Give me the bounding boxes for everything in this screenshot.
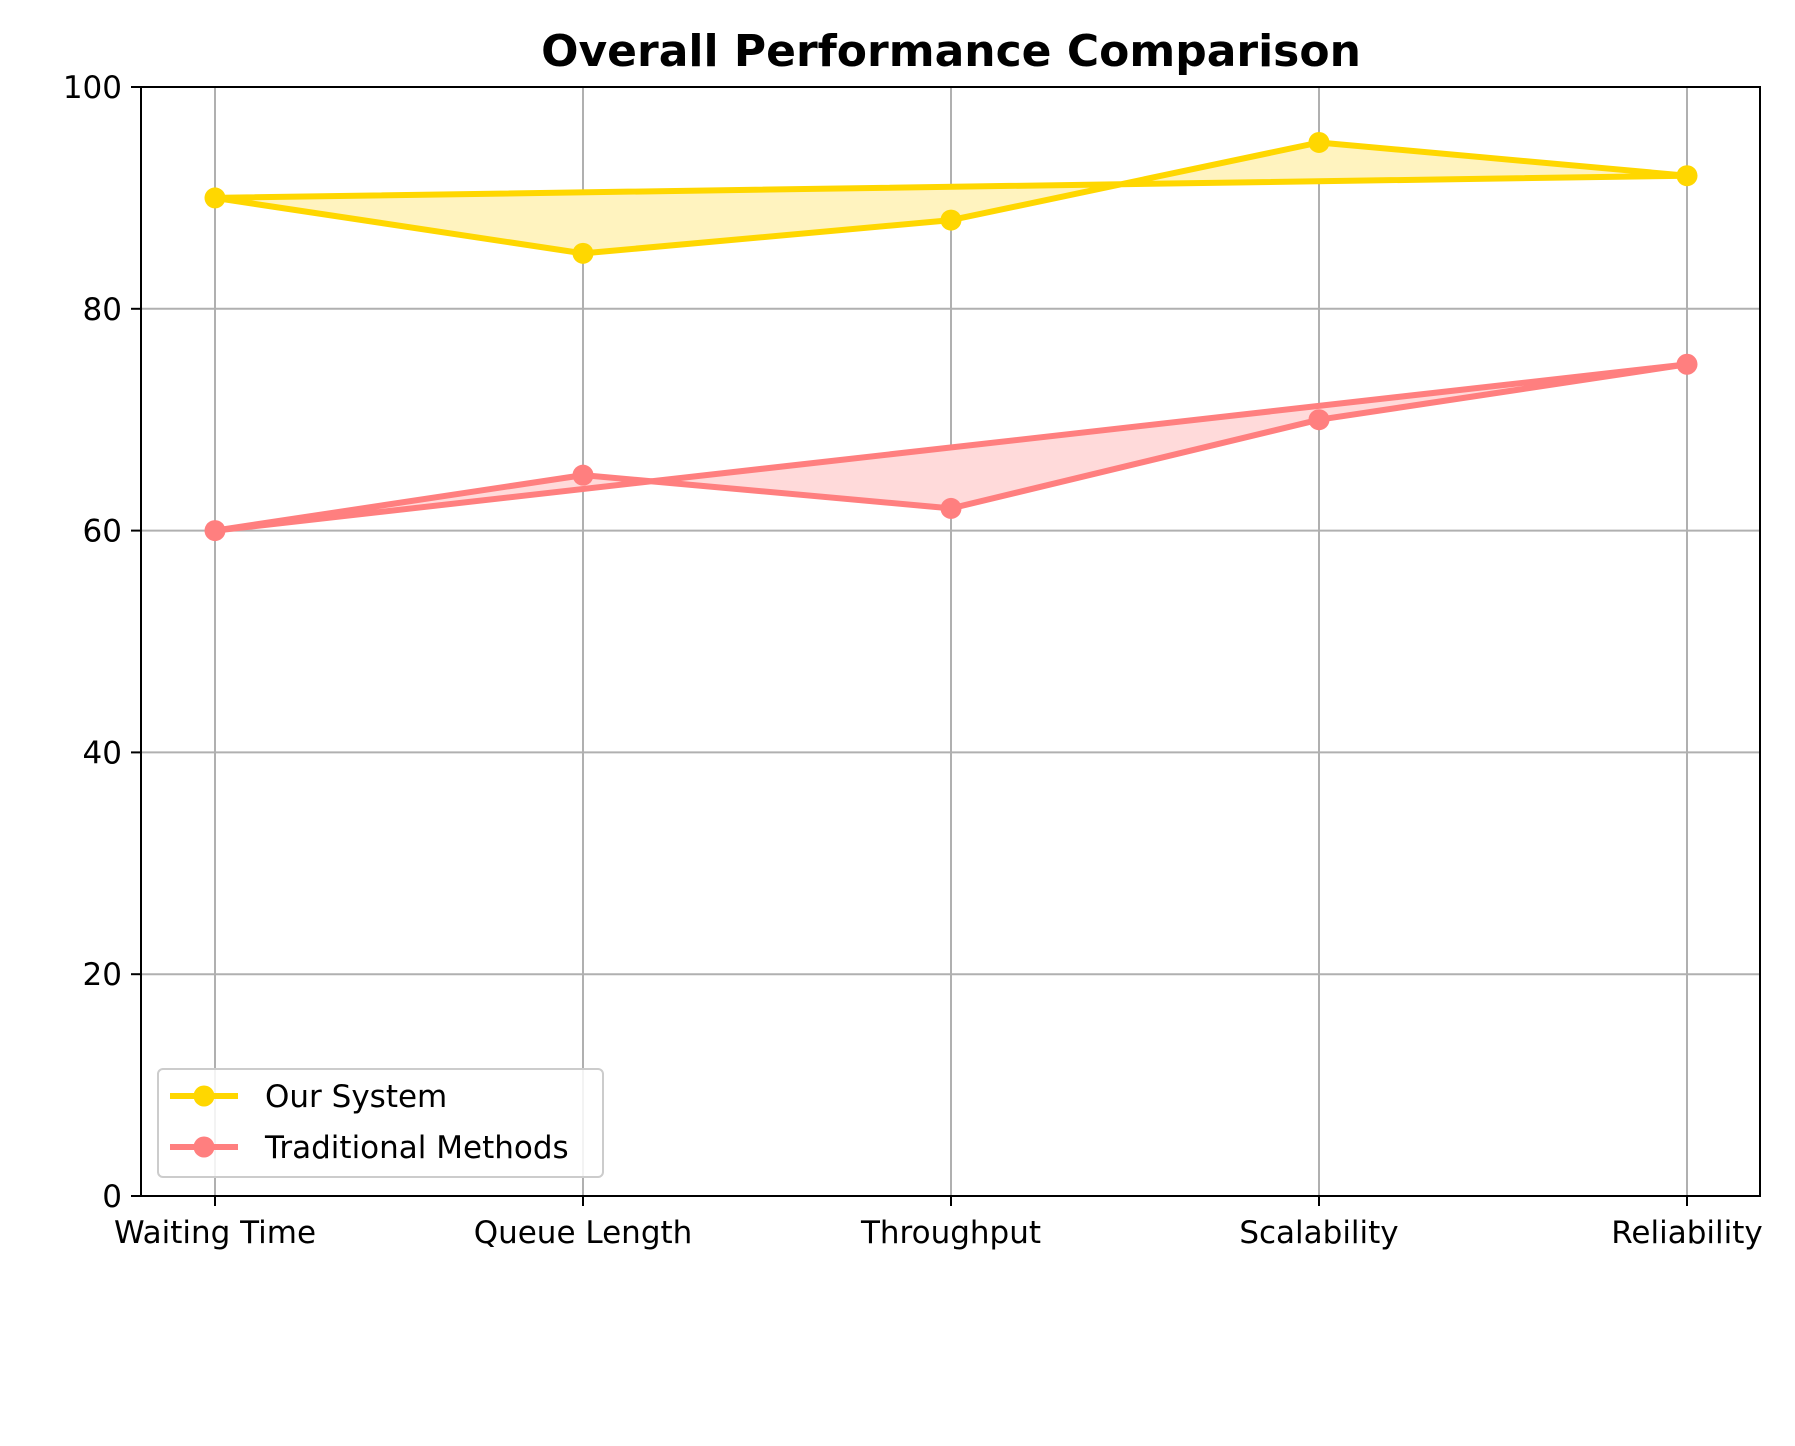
legend-swatch-marker — [193, 1136, 215, 1158]
series-line-1 — [212, 361, 1690, 534]
y-tick-label: 40 — [83, 735, 122, 771]
x-tick-label: Queue Length — [474, 1215, 693, 1251]
y-tick-label: 100 — [63, 70, 122, 106]
y-tick-label: 0 — [102, 1179, 122, 1215]
data-point — [572, 242, 594, 264]
data-point — [940, 209, 962, 231]
series-fill-0 — [215, 142, 1687, 254]
legend: Our System Traditional Methods — [157, 1068, 604, 1178]
legend-label: Our System — [265, 1079, 447, 1115]
data-point — [1676, 165, 1698, 187]
legend-box — [157, 1068, 604, 1178]
data-point — [204, 520, 226, 542]
x-tick-label: Scalability — [1239, 1215, 1398, 1251]
legend-swatch-marker — [193, 1085, 215, 1107]
axes: 0 20 40 60 80 100 Waiting Time Queue Length Thro… — [63, 70, 1763, 1251]
series-lines — [212, 139, 1690, 534]
x-tick-label: Reliability — [1611, 1215, 1762, 1251]
y-tick-label: 60 — [83, 514, 122, 550]
y-tick-label: 20 — [83, 957, 122, 993]
data-point — [1308, 131, 1330, 153]
series-points — [204, 131, 1698, 542]
legend-label: Traditional Methods — [264, 1130, 569, 1166]
x-tick-label: Waiting Time — [114, 1215, 316, 1251]
data-point — [940, 497, 962, 519]
data-point — [1676, 353, 1698, 375]
data-point — [204, 187, 226, 209]
series-line-0 — [212, 139, 1690, 257]
data-point — [1308, 409, 1330, 431]
chart-title: Overall Performance Comparison — [541, 26, 1361, 77]
data-point — [572, 464, 594, 486]
y-tick-label: 80 — [83, 292, 122, 328]
x-tick-label: Throughput — [860, 1215, 1041, 1251]
